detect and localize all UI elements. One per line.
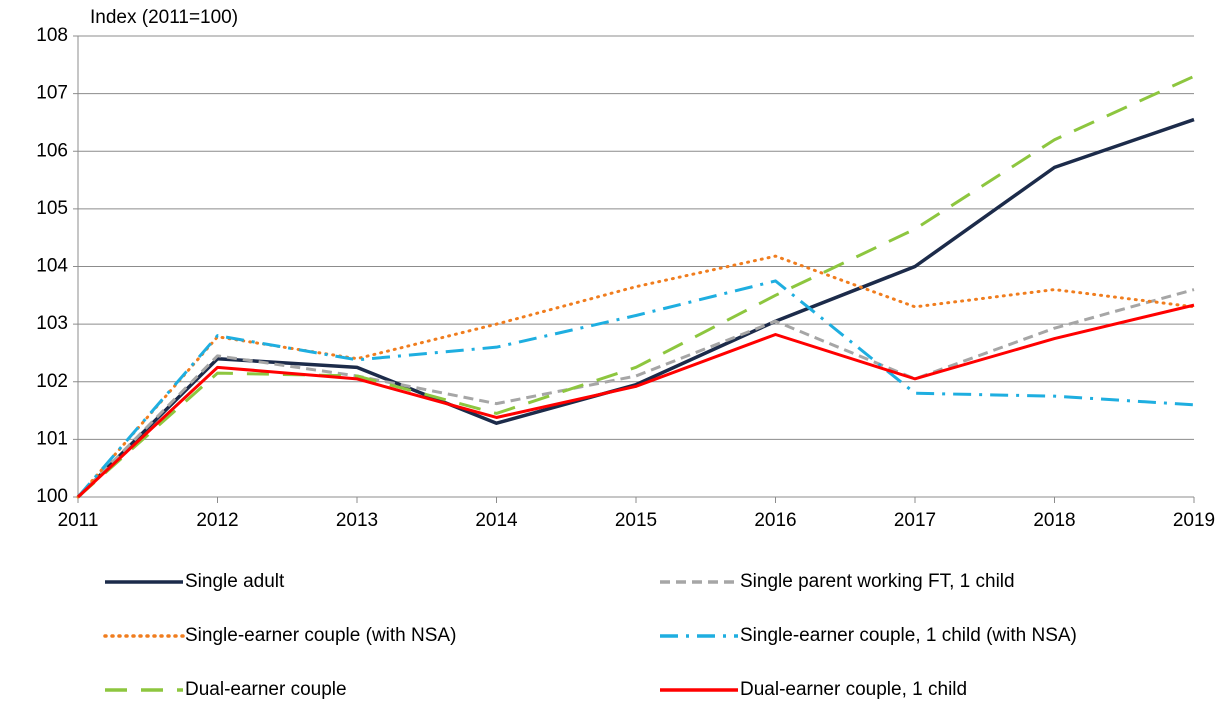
legend-label: Dual-earner couple, 1 child [740,679,967,700]
y-tick-label: 102 [36,371,68,392]
legend-label: Single-earner couple, 1 child (with NSA) [740,625,1077,646]
y-tick-label: 105 [36,198,68,219]
x-tick-label: 2012 [196,510,238,531]
x-tick-label: 2015 [615,510,657,531]
x-tick-label: 2017 [894,510,936,531]
y-axis-label: Index (2011=100) [90,7,238,28]
y-tick-label: 100 [36,486,68,507]
legend-label: Single adult [185,571,285,592]
legend-label: Single-earner couple (with NSA) [185,625,456,646]
series-line [76,254,1196,499]
series-line [76,303,1195,499]
series-line [76,288,1195,499]
legend-label: Dual-earner couple [185,679,347,700]
x-tick-label: 2016 [754,510,796,531]
y-tick-label: 101 [36,428,68,449]
y-tick-label: 108 [36,25,68,46]
series-line [76,117,1195,499]
x-tick-label: 2014 [475,510,518,531]
x-tick-label: 2013 [336,510,378,531]
y-tick-label: 106 [36,140,68,161]
series-line [77,74,1195,499]
y-tick-label: 103 [36,313,68,334]
x-tick-label: 2011 [58,510,99,531]
y-tick-label: 107 [36,83,68,104]
legend-label: Single parent working FT, 1 child [740,571,1015,592]
series-line [76,279,1195,498]
x-tick-label: 2019 [1173,510,1215,531]
x-tick-label: 2018 [1033,510,1075,531]
y-tick-label: 104 [36,256,68,277]
